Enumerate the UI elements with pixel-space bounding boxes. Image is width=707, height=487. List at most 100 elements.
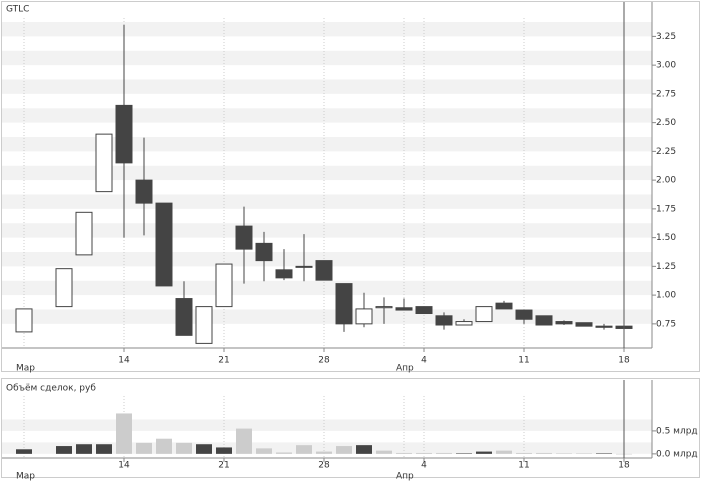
candle-body: [215, 263, 233, 308]
candle-body: [95, 133, 113, 193]
month-label: Мар: [16, 472, 35, 482]
volume-bar: [296, 445, 312, 454]
volume-bar: [176, 442, 192, 454]
volume-bar: [156, 438, 172, 454]
candle-body: [75, 211, 93, 256]
volume-bar: [116, 413, 132, 454]
volume-bar: [16, 449, 32, 454]
candle-body: [195, 306, 213, 344]
candle-body: [575, 322, 593, 327]
y-tick-label: 1.75: [656, 204, 676, 214]
volume-bar: [356, 445, 372, 454]
candle-body: [315, 260, 333, 281]
grid-band: [2, 309, 652, 324]
volume-bar: [216, 447, 232, 454]
x-tick-label: 18: [618, 356, 630, 366]
grid-band: [2, 79, 652, 94]
volume-bar: [136, 442, 152, 454]
candle-body: [515, 309, 533, 320]
volume-bar: [256, 448, 272, 454]
price-title: GTLC: [6, 5, 29, 15]
volume-bar: [496, 450, 512, 454]
x-tick-label: 28: [318, 356, 330, 366]
grid-band: [2, 280, 652, 296]
y-tick-label: 2.25: [656, 147, 676, 157]
x-tick-label: 21: [218, 461, 229, 471]
y-tick-label: 0.75: [656, 319, 676, 329]
candle-body: [355, 308, 373, 325]
volume-title: Объём сделок, руб: [6, 384, 96, 394]
volume-bar: [376, 450, 392, 454]
grid-band: [2, 108, 652, 123]
candle-body: [495, 302, 513, 310]
grid-band: [2, 22, 652, 37]
grid-band: [2, 223, 652, 238]
volume-bar: [236, 428, 252, 454]
volume-bar: [276, 452, 292, 454]
month-label: Апр: [396, 472, 414, 482]
candle-body: [55, 268, 73, 308]
y-tick-label: 1.00: [656, 291, 676, 301]
candle-body: [435, 315, 453, 326]
volume-bar: [576, 453, 592, 454]
volume-bar: [476, 451, 492, 454]
volume-bar: [316, 451, 332, 454]
volume-bar: [416, 452, 432, 454]
volume-bar: [196, 444, 212, 454]
x-tick-label: 4: [421, 461, 427, 471]
candle-body: [475, 306, 493, 323]
y-tick-label: 3.25: [656, 32, 676, 42]
y-tick-label: 1.50: [656, 233, 676, 243]
candle-body: [235, 225, 253, 250]
candle-body: [115, 104, 133, 164]
x-tick-label: 14: [118, 356, 130, 366]
candle-body: [335, 283, 353, 325]
volume-bar: [336, 446, 352, 454]
candle-body: [295, 265, 313, 268]
x-tick-label: 11: [518, 461, 529, 471]
grid-band: [2, 165, 652, 181]
candle-body: [255, 242, 273, 262]
x-tick-label: 21: [218, 356, 229, 366]
volume-bar: [456, 453, 472, 454]
grid-band: [2, 50, 652, 66]
candle-body: [175, 298, 193, 336]
candle-body: [595, 325, 613, 328]
grid-band: [2, 137, 652, 152]
candle-body: [275, 269, 293, 279]
x-tick-label: 4: [421, 356, 427, 366]
y-tick-label: 2.00: [656, 176, 676, 186]
volume-bar: [556, 453, 572, 454]
volume-bar: [96, 444, 112, 454]
grid-band: [2, 194, 652, 209]
x-tick-label: 18: [618, 461, 630, 471]
y-tick-label: 0.5 млрд: [656, 426, 698, 436]
candle-body: [155, 202, 173, 287]
candle-body: [395, 307, 413, 311]
x-tick-label: 14: [118, 461, 130, 471]
x-tick-label: 28: [318, 461, 330, 471]
candle-body: [135, 179, 153, 204]
candle-body: [555, 321, 573, 325]
y-tick-label: 0.0 млрд: [656, 449, 698, 459]
volume-bar: [436, 452, 452, 454]
y-tick-label: 3.00: [656, 61, 676, 71]
grid-band: [2, 442, 652, 454]
candle-body: [375, 306, 393, 309]
volume-bar: [396, 452, 412, 454]
candle-body: [535, 315, 553, 326]
y-tick-label: 2.50: [656, 118, 676, 128]
volume-bar: [516, 452, 532, 454]
volume-bar: [76, 444, 92, 454]
candle-body: [455, 321, 473, 326]
grid-band: [2, 419, 652, 431]
volume-bar: [596, 453, 612, 454]
x-tick-label: 11: [518, 356, 529, 366]
candle-body: [415, 306, 433, 315]
volume-bar: [536, 452, 552, 454]
y-tick-label: 1.25: [656, 262, 676, 272]
volume-bar: [56, 446, 72, 454]
month-label: Апр: [396, 364, 414, 374]
candle-body: [15, 308, 33, 333]
